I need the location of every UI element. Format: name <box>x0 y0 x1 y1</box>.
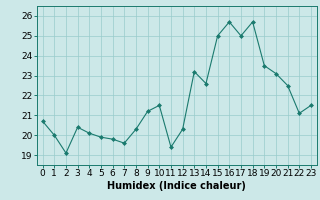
X-axis label: Humidex (Indice chaleur): Humidex (Indice chaleur) <box>108 181 246 191</box>
